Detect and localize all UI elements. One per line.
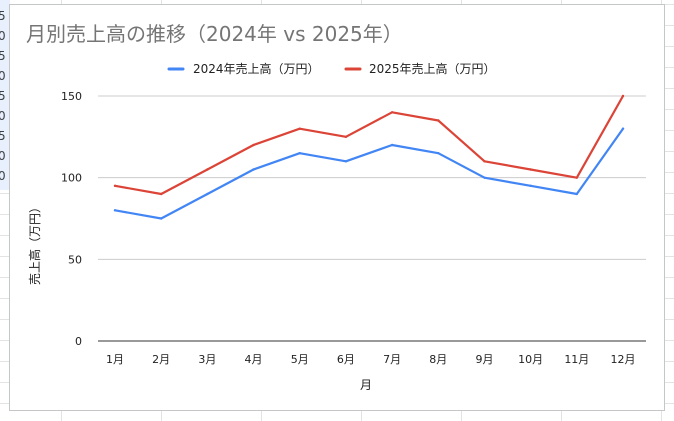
y-axis-ticks: 0 50 100 150 [61, 90, 82, 348]
cell-digit: 0 [0, 149, 6, 163]
data-point[interactable] [390, 111, 394, 114]
x-tick-label: 3月 [198, 353, 216, 366]
x-tick-label: 8月 [429, 353, 447, 366]
x-axis-ticks: 1月 2月 3月 4月 5月 6月 7月 8月 9月 10月 11月 12月 [106, 353, 636, 366]
x-tick-label: 6月 [337, 353, 355, 366]
x-axis-title: 月 [360, 378, 372, 392]
series-lines [113, 94, 625, 220]
x-tick-label: 1月 [106, 353, 124, 366]
chart-container[interactable]: 月別売上高の推移（2024年 vs 2025年） 2024年売上高（万円） 202… [9, 4, 665, 411]
cell-digit: 0 [0, 109, 6, 123]
data-point[interactable] [575, 176, 579, 179]
line-chart: 月別売上高の推移（2024年 vs 2025年） 2024年売上高（万円） 202… [26, 22, 646, 392]
y-gridlines [98, 95, 646, 342]
y-axis-title: 売上高（万円） [27, 201, 42, 285]
data-point[interactable] [159, 192, 163, 196]
cell-digit: 0 [0, 169, 6, 183]
data-point[interactable] [437, 151, 440, 155]
data-point[interactable] [113, 209, 117, 212]
data-point[interactable] [621, 127, 625, 130]
y-tick-label: 100 [61, 172, 82, 185]
chart-legend[interactable]: 2024年売上高（万円） 2025年売上高（万円） [167, 61, 496, 76]
series-line-2[interactable] [113, 94, 625, 196]
data-point[interactable] [529, 184, 532, 188]
data-point[interactable] [206, 192, 209, 196]
y-tick-label: 50 [68, 253, 82, 266]
x-tick-label: 10月 [518, 353, 543, 366]
data-point[interactable] [344, 160, 348, 163]
data-point[interactable] [390, 143, 394, 147]
data-point[interactable] [529, 168, 532, 171]
cell-digit: 5 [0, 49, 6, 63]
data-point[interactable] [298, 151, 301, 155]
x-tick-label: 9月 [475, 353, 493, 366]
data-point[interactable] [206, 168, 209, 171]
cell-digit: 5 [0, 9, 6, 23]
data-point[interactable] [252, 168, 255, 171]
cell-digit: 5 [0, 129, 6, 143]
y-tick-label: 150 [61, 90, 82, 103]
data-point[interactable] [159, 217, 163, 220]
y-tick-label: 0 [75, 335, 82, 348]
data-point[interactable] [437, 119, 440, 122]
x-tick-label: 12月 [611, 353, 636, 366]
data-point[interactable] [344, 135, 348, 139]
x-tick-label: 5月 [291, 353, 309, 366]
cell-digit: 0 [0, 69, 6, 83]
data-point[interactable] [483, 160, 486, 163]
cell-digit: 0 [0, 29, 6, 43]
x-tick-label: 7月 [383, 353, 401, 366]
x-tick-label: 11月 [564, 353, 589, 366]
data-point[interactable] [298, 127, 301, 130]
data-point[interactable] [575, 192, 579, 196]
selected-column-strip[interactable]: 5 0 5 0 5 0 5 0 0 [0, 0, 10, 190]
series-line-1[interactable] [113, 127, 625, 220]
data-point[interactable] [483, 176, 486, 179]
data-point[interactable] [252, 143, 255, 147]
cell-digit: 5 [0, 89, 6, 103]
x-tick-label: 4月 [245, 353, 263, 366]
legend-label: 2024年売上高（万円） [193, 61, 320, 76]
x-tick-label: 2月 [152, 353, 170, 366]
data-point[interactable] [113, 184, 117, 188]
chart-title: 月別売上高の推移（2024年 vs 2025年） [26, 22, 403, 46]
data-point[interactable] [621, 94, 625, 98]
legend-label: 2025年売上高（万円） [369, 61, 496, 76]
